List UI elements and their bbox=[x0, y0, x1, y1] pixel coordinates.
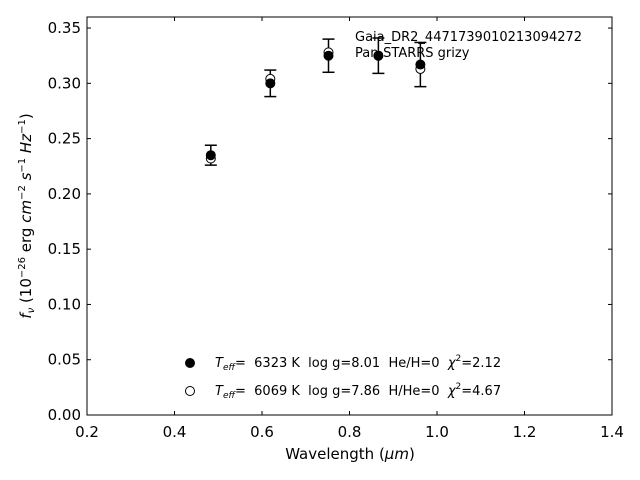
point-filled bbox=[205, 150, 216, 161]
x-axis-ticks: 0.2 0.4 0.6 0.8 1.0 1.2 1.4 bbox=[75, 17, 624, 441]
legend-entry-2: Teff= 6069 K log g=7.86 H/He=0 χ2=4.67 bbox=[215, 382, 501, 401]
x-tick-label: 1.4 bbox=[600, 423, 624, 441]
x-axis-label: Wavelength (μm) bbox=[285, 445, 415, 463]
legend: Teff= 6323 K log g=8.01 He/H=0 χ2=2.12 T… bbox=[185, 354, 501, 401]
point-filled bbox=[373, 50, 384, 61]
y-tick-label: 0.35 bbox=[48, 19, 81, 37]
annotation-line-1: Gaia_DR2_4471739010213094272 bbox=[355, 30, 582, 45]
y-axis-label: fν (10−26 erg cm−2 s−1 Hz−1) bbox=[17, 113, 37, 318]
x-tick-label: 0.8 bbox=[338, 423, 362, 441]
y-tick-label: 0.25 bbox=[48, 130, 81, 148]
y-tick-label: 0.05 bbox=[48, 351, 81, 369]
data-points bbox=[205, 47, 426, 164]
x-tick-label: 0.2 bbox=[75, 423, 99, 441]
x-tick-label: 1.0 bbox=[425, 423, 449, 441]
point-filled bbox=[265, 78, 276, 89]
y-tick-label: 0.20 bbox=[48, 185, 81, 203]
y-tick-label: 0.30 bbox=[48, 74, 81, 92]
legend-marker-open bbox=[185, 386, 195, 396]
legend-entry-1: Teff= 6323 K log g=8.01 He/H=0 χ2=2.12 bbox=[215, 354, 501, 373]
y-tick-label: 0.15 bbox=[48, 240, 81, 258]
point-filled bbox=[415, 59, 426, 70]
y-tick-label: 0.00 bbox=[48, 406, 81, 424]
x-tick-label: 0.4 bbox=[163, 423, 187, 441]
x-tick-label: 1.2 bbox=[513, 423, 537, 441]
legend-marker-filled bbox=[185, 358, 195, 368]
annotation-line-2: Pan-STARRS grizy bbox=[355, 46, 470, 61]
y-tick-label: 0.10 bbox=[48, 295, 81, 313]
y-axis-ticks: 0.00 0.05 0.10 0.15 0.20 0.25 0.30 0.35 bbox=[48, 19, 612, 424]
point-filled bbox=[323, 50, 334, 61]
x-tick-label: 0.6 bbox=[250, 423, 274, 441]
